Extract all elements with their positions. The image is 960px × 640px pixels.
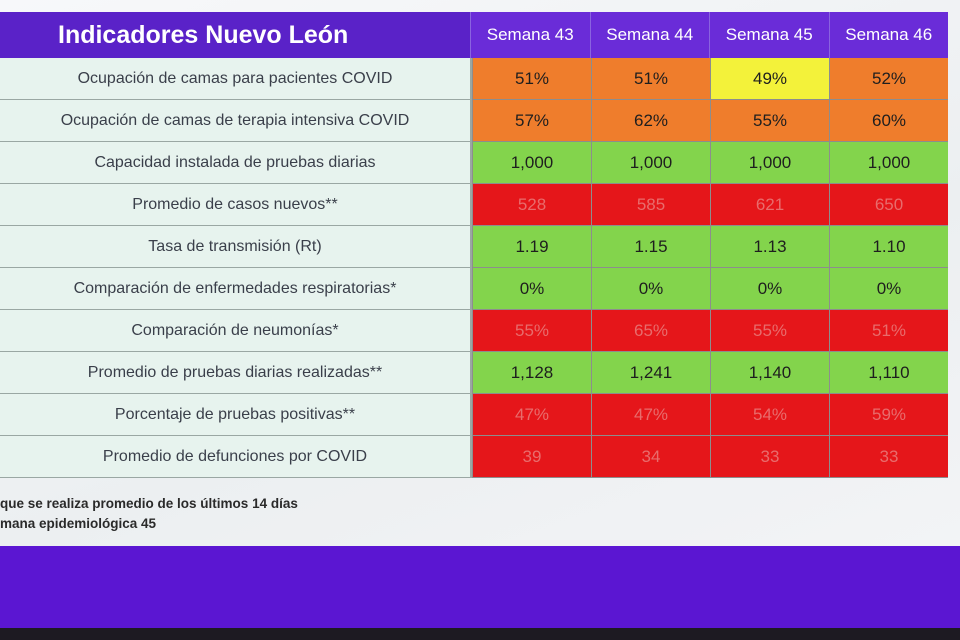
table-row: Porcentaje de pruebas positivas** 47% 47% 5… [0,394,948,436]
indicator-value-cell: 1.15 [591,226,710,268]
indicator-value-cell: 52% [829,58,948,100]
indicator-label: Ocupación de camas para pacientes COVID [0,58,472,100]
indicator-value-cell: 0% [591,268,710,310]
indicator-label: Promedio de pruebas diarias realizadas** [0,352,472,394]
table-row: Capacidad instalada de pruebas diarias 1,… [0,142,948,184]
indicator-value-cell: 34 [591,436,710,478]
indicator-value-cell: 51% [829,310,948,352]
indicator-value-cell: 59% [829,394,948,436]
indicator-value-cell: 49% [710,58,829,100]
table-row: Tasa de transmisión (Rt) 1.19 1.15 1.13 1.10 [0,226,948,268]
indicator-value-cell: 0% [710,268,829,310]
indicators-table: Indicadores Nuevo León Semana 43 Semana … [0,12,948,478]
indicator-value-cell: 1.19 [472,226,591,268]
indicator-value-cell: 57% [472,100,591,142]
screen-bezel [0,628,960,640]
indicator-value-cell: 55% [472,310,591,352]
indicator-value-cell: 650 [829,184,948,226]
indicator-value-cell: 62% [591,100,710,142]
indicator-label: Capacidad instalada de pruebas diarias [0,142,472,184]
indicator-value-cell: 55% [710,310,829,352]
indicator-value-cell: 0% [829,268,948,310]
footnote: mana epidemiológica 45 [0,516,157,531]
indicator-value-cell: 621 [710,184,829,226]
indicator-value-cell: 33 [710,436,829,478]
indicator-value-cell: 1,000 [591,142,710,184]
table-header-row: Indicadores Nuevo León Semana 43 Semana … [0,12,948,58]
table-row: Promedio de defunciones por COVID 39 34 33 3… [0,436,948,478]
indicator-value-cell: 585 [591,184,710,226]
indicator-value-cell: 51% [591,58,710,100]
indicator-value-cell: 47% [591,394,710,436]
indicator-label: Ocupación de camas de terapia intensiva … [0,100,472,142]
table-row: Ocupación de camas de terapia intensiva … [0,100,948,142]
table-title: Indicadores Nuevo León [0,12,470,58]
indicator-value-cell: 33 [829,436,948,478]
indicator-value-cell: 1,241 [591,352,710,394]
indicator-value-cell: 1.10 [829,226,948,268]
table-body: Ocupación de camas para pacientes COVID 5… [0,58,948,478]
indicator-value-cell: 51% [472,58,591,100]
table-row: Promedio de casos nuevos** 528 585 621 650 [0,184,948,226]
indicator-value-cell: 39 [472,436,591,478]
footer-band [0,546,960,628]
table-row: Comparación de neumonías* 55% 65% 55% 51% [0,310,948,352]
footnotes: que se realiza promedio de los últimos 1… [0,494,298,534]
week-header: Semana 44 [589,12,709,58]
table-row: Ocupación de camas para pacientes COVID 5… [0,58,948,100]
indicator-value-cell: 1.13 [710,226,829,268]
week-header: Semana 46 [828,12,948,58]
footnote: que se realiza promedio de los últimos 1… [0,496,298,511]
indicator-label: Promedio de defunciones por COVID [0,436,472,478]
indicator-value-cell: 60% [829,100,948,142]
indicator-value-cell: 1,110 [829,352,948,394]
table-row: Promedio de pruebas diarias realizadas**… [0,352,948,394]
week-header: Semana 43 [470,12,590,58]
indicator-label: Tasa de transmisión (Rt) [0,226,472,268]
indicator-value-cell: 0% [472,268,591,310]
indicator-value-cell: 1,000 [472,142,591,184]
indicator-value-cell: 55% [710,100,829,142]
indicator-value-cell: 1,140 [710,352,829,394]
slide: Indicadores Nuevo León Semana 43 Semana … [0,0,960,560]
indicator-value-cell: 54% [710,394,829,436]
indicator-value-cell: 1,000 [829,142,948,184]
indicator-value-cell: 1,000 [710,142,829,184]
indicator-label: Comparación de enfermedades respiratoria… [0,268,472,310]
indicator-value-cell: 528 [472,184,591,226]
indicator-value-cell: 65% [591,310,710,352]
indicator-value-cell: 1,128 [472,352,591,394]
indicator-label: Promedio de casos nuevos** [0,184,472,226]
indicator-value-cell: 47% [472,394,591,436]
table-row: Comparación de enfermedades respiratoria… [0,268,948,310]
indicator-label: Porcentaje de pruebas positivas** [0,394,472,436]
indicator-label: Comparación de neumonías* [0,310,472,352]
week-header: Semana 45 [709,12,829,58]
